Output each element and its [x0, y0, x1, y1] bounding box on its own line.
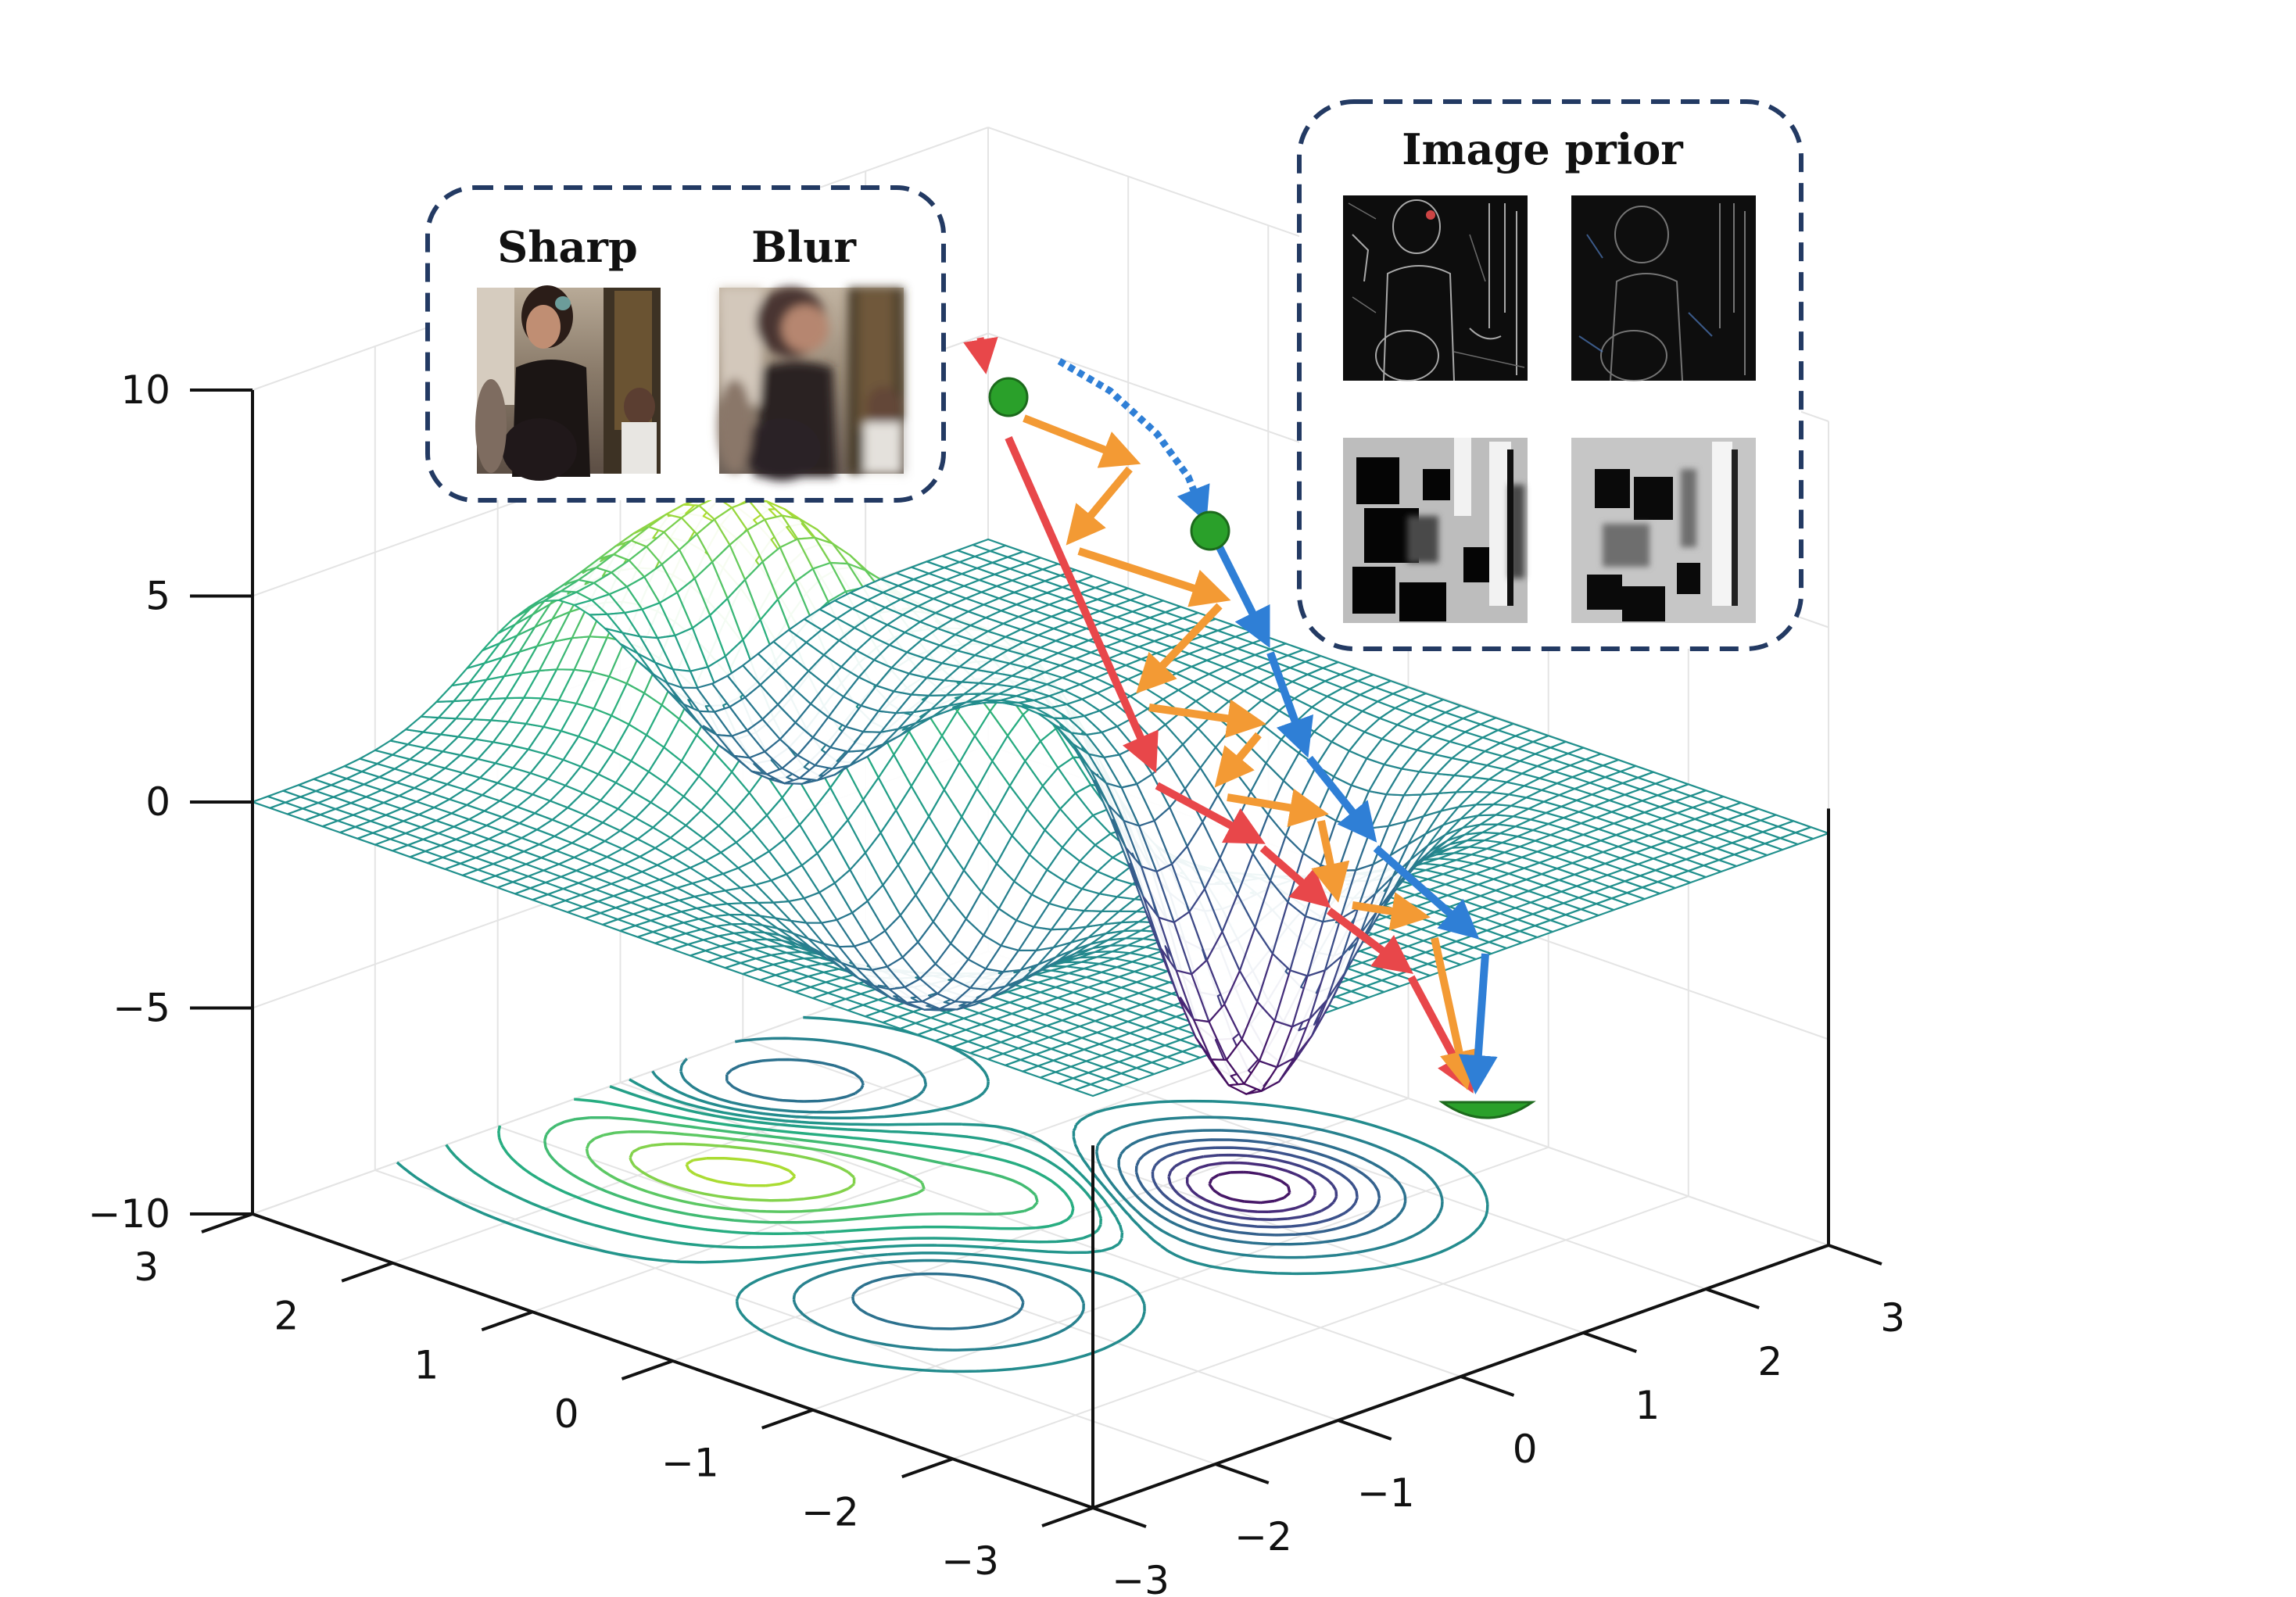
contour-line: [1185, 1161, 1316, 1213]
y-tick-label: 1: [414, 1342, 439, 1388]
image-prior-panel: Image prior: [1297, 99, 1803, 651]
surface-cell: [1794, 826, 1830, 840]
red-path-arrow-5: [1327, 908, 1413, 974]
x-tick-label: 3: [1880, 1295, 1905, 1341]
x-tick-mark: [1215, 1463, 1270, 1484]
orange-path-arrow-9: [1352, 892, 1431, 931]
x-tick-label: 1: [1635, 1383, 1660, 1428]
y-tick-label: −1: [661, 1441, 719, 1486]
orange-path-arrow-4: [1136, 603, 1223, 694]
x-tick-label: −2: [1234, 1514, 1292, 1559]
contour-line: [1151, 1146, 1359, 1229]
y-tick-mark: [621, 1359, 674, 1380]
optimization-paths: [963, 336, 1536, 1119]
contour-line: [497, 1097, 1075, 1236]
blue-path-arrow-4: [1373, 845, 1480, 940]
blue-path-dotted: [1057, 358, 1210, 523]
contour-line: [651, 1015, 1489, 1373]
sharp-image: [475, 285, 661, 481]
blue-path-arrow-5: [1458, 953, 1498, 1094]
orange-path-arrow-1: [1023, 414, 1141, 468]
sharp-label: Sharp: [497, 222, 637, 272]
x-tick-mark: [1828, 1244, 1882, 1266]
blue-path-arrow-1: [1216, 545, 1270, 648]
blur-label: Blur: [751, 222, 856, 272]
orange-path-arrow-5: [1148, 699, 1266, 739]
y-tick-label: 0: [554, 1391, 579, 1437]
orange-path-arrow-7: [1227, 788, 1329, 828]
blue-path-arrow-2: [1266, 651, 1313, 758]
x-tick-mark: [1705, 1287, 1760, 1309]
red-path-arrow-1: [963, 336, 998, 374]
prior-map-4: [1571, 438, 1756, 623]
contour-line: [543, 1115, 1039, 1224]
contour-line: [629, 1142, 856, 1202]
orange-path-arrow-8: [1311, 819, 1350, 903]
prior-edge-map-1: [1343, 195, 1528, 381]
y-tick-label: −2: [801, 1489, 859, 1534]
contour-line: [396, 1078, 1124, 1264]
start-point-marker: [988, 377, 1029, 417]
wireframe-surface: [251, 493, 1830, 1097]
x-tick-mark: [1460, 1375, 1515, 1397]
prior-map-3: [1343, 438, 1528, 623]
image-prior-title: Image prior: [1402, 124, 1683, 174]
y-tick-mark: [761, 1408, 814, 1430]
orange-path-arrow-2: [1066, 466, 1133, 546]
red-path-arrow-2: [1005, 435, 1159, 774]
z-tick-label: 5: [145, 574, 170, 619]
x-tick-mark: [1582, 1331, 1637, 1353]
prior-edge-map-2: [1571, 195, 1756, 381]
global-minimum-marker: [1438, 1101, 1536, 1119]
z-tick-label: −10: [88, 1191, 170, 1237]
contour-line: [445, 1085, 1103, 1249]
y-tick-mark: [481, 1310, 533, 1332]
z-tick-label: −5: [113, 986, 170, 1031]
contour-line: [1134, 1138, 1381, 1237]
contour-line: [1167, 1153, 1338, 1221]
y-tick-label: 2: [274, 1294, 299, 1339]
floor-gridline: [532, 1048, 1269, 1313]
contour-line: [585, 1130, 926, 1213]
blur-image: [718, 287, 904, 481]
y-tick-mark: [1041, 1506, 1094, 1527]
y-tick-label: 3: [134, 1244, 159, 1290]
sharp-blur-panel: Sharp Blur: [425, 185, 946, 503]
y-tick-mark: [341, 1261, 393, 1283]
mid-point-marker: [1190, 510, 1230, 551]
orange-path-arrow-3: [1077, 547, 1231, 607]
z-tick-label: 10: [120, 367, 170, 413]
x-tick-label: 2: [1757, 1339, 1782, 1384]
y-tick-mark: [201, 1212, 253, 1234]
y-tick-mark: [901, 1457, 954, 1479]
orange-path-arrow-6: [1214, 732, 1262, 788]
x-tick-label: −3: [1112, 1558, 1169, 1597]
red-path-arrow-3: [1155, 782, 1266, 844]
x-tick-mark: [1338, 1419, 1392, 1441]
x-tick-label: −1: [1357, 1470, 1415, 1516]
floor-gridline: [742, 1038, 1584, 1334]
y-tick-label: −3: [941, 1538, 999, 1584]
blue-path-arrow-3: [1306, 755, 1377, 843]
contour-line: [1208, 1170, 1291, 1205]
contour-line: [679, 1037, 1444, 1352]
floor-contour-lines: [396, 1015, 1489, 1373]
contour-line: [685, 1156, 797, 1187]
x-tick-mark: [1092, 1506, 1147, 1528]
x-tick-label: 0: [1513, 1427, 1538, 1472]
z-tick-label: 0: [145, 779, 170, 825]
contour-line: [725, 1058, 1407, 1330]
